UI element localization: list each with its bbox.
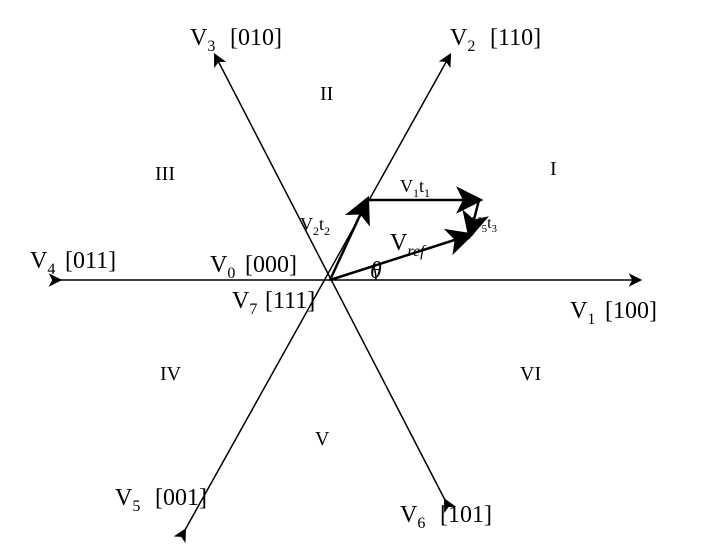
label-v5-code: [001] bbox=[155, 485, 207, 511]
sector-3: III bbox=[155, 163, 175, 185]
label-v4: V4 bbox=[30, 248, 55, 278]
label-v5t3: V5t3 bbox=[470, 215, 498, 235]
label-v1t1: V1t1 bbox=[400, 176, 430, 200]
label-v2t2: V2t2 bbox=[300, 214, 330, 238]
inner-labels: θ Vref V1t1 V2t2 V5t3 bbox=[300, 176, 498, 284]
label-v1-code: [100] bbox=[605, 298, 657, 324]
label-v7-code: [111] bbox=[265, 288, 315, 314]
label-v2: V2 bbox=[450, 25, 475, 55]
sector-5: V bbox=[315, 428, 330, 450]
label-v7: V7 bbox=[232, 288, 257, 318]
label-v3: V3 bbox=[190, 25, 215, 55]
label-v6: V6 bbox=[400, 502, 425, 532]
label-v1: V1 bbox=[570, 298, 595, 328]
label-v5: V5 bbox=[115, 485, 140, 515]
label-v4-code: [011] bbox=[65, 248, 116, 274]
sector-4: IV bbox=[160, 363, 182, 385]
label-v6-code: [101] bbox=[440, 502, 492, 528]
label-v2-code: [110] bbox=[490, 25, 541, 51]
sector-1: I bbox=[550, 158, 557, 180]
label-vref: Vref bbox=[390, 230, 427, 260]
axes bbox=[60, 55, 640, 530]
axis-labels: V0 [000] V7 [111] V1 [100] V4 [011] V2 [… bbox=[30, 25, 657, 532]
label-v0: V0 bbox=[210, 252, 235, 282]
axis-v5-v2 bbox=[185, 55, 450, 530]
sector-2: II bbox=[320, 83, 333, 105]
vector-v2t2 bbox=[330, 200, 367, 280]
sector-6: VI bbox=[520, 363, 541, 385]
space-vector-diagram: I II III IV V VI V0 [000] V7 [111] V1 [1… bbox=[0, 0, 704, 544]
label-v3-code: [010] bbox=[230, 25, 282, 51]
label-theta: θ bbox=[370, 258, 382, 284]
label-v0-code: [000] bbox=[245, 252, 297, 278]
